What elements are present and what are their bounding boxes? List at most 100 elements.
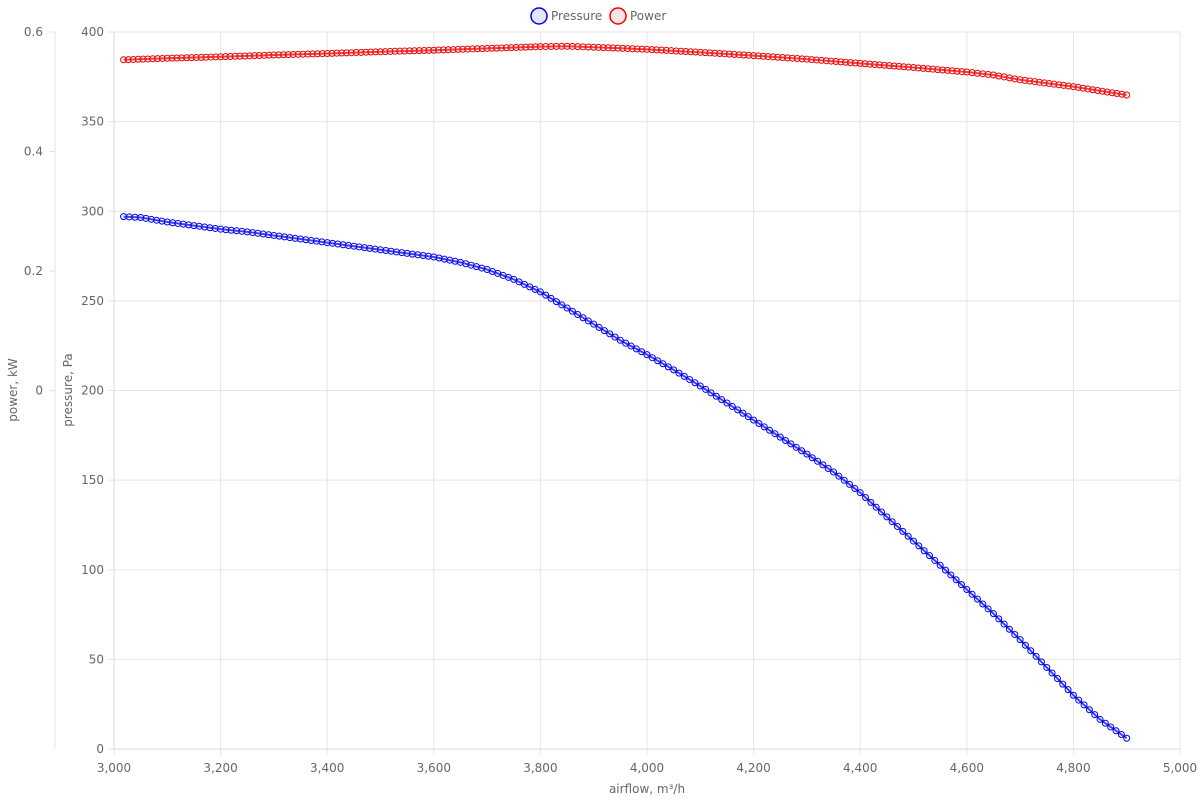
data-point-power (304, 50, 312, 58)
data-point-pressure (435, 254, 443, 262)
data-point-pressure (243, 228, 251, 236)
data-point-power (995, 72, 1003, 80)
data-point-pressure (1069, 691, 1077, 699)
legend-label-power: Power (630, 9, 666, 23)
data-point-pressure (814, 457, 822, 465)
data-point-power (740, 51, 748, 59)
data-point-pressure (947, 571, 955, 579)
data-point-pressure (568, 307, 576, 315)
data-point-pressure (723, 399, 731, 407)
data-point-pressure (899, 527, 907, 535)
data-point-pressure (963, 585, 971, 593)
data-point-power (687, 48, 695, 56)
data-point-power (672, 47, 680, 55)
x-tick-label: 4,200 (736, 761, 770, 775)
data-point-pressure (638, 348, 646, 356)
data-point-pressure (307, 236, 315, 244)
data-point-power (599, 44, 607, 52)
data-point-power (953, 67, 961, 75)
data-point-pressure (766, 426, 774, 434)
data-point-power (328, 49, 336, 57)
data-point-power (420, 46, 428, 54)
data-point-power (876, 61, 884, 69)
data-point-pressure (872, 503, 880, 511)
data-point-power (275, 51, 283, 59)
data-point-power (948, 67, 956, 75)
series-pressure (120, 213, 1131, 742)
data-point-power (386, 47, 394, 55)
x-tick-label: 3,800 (523, 761, 557, 775)
legend-item-power[interactable]: Power (609, 7, 666, 25)
data-point-power (895, 62, 903, 70)
data-point-pressure (606, 330, 614, 338)
data-point-pressure (894, 523, 902, 531)
data-point-power (793, 55, 801, 63)
data-point-power (294, 50, 302, 58)
data-point-pressure (1000, 620, 1008, 628)
legend-label-pressure: Pressure (551, 9, 602, 23)
x-tick-label: 3,000 (97, 761, 131, 775)
x-tick-label: 3,600 (417, 761, 451, 775)
data-point-power (129, 55, 137, 63)
data-point-power (425, 46, 433, 54)
data-point-power (401, 47, 409, 55)
data-point-pressure (702, 385, 710, 393)
data-point-pressure (590, 320, 598, 328)
data-point-pressure (1075, 696, 1083, 704)
data-point-power (939, 66, 947, 74)
data-point-pressure (1048, 669, 1056, 677)
data-point-power (439, 46, 447, 54)
data-point-power (558, 42, 566, 50)
data-point-pressure (190, 222, 198, 230)
data-point-pressure (1123, 734, 1131, 742)
data-point-power (183, 54, 191, 62)
data-point-power (522, 43, 530, 51)
data-point-power (750, 52, 758, 60)
data-point-pressure (664, 363, 672, 371)
data-point-power (653, 46, 661, 54)
data-point-power (435, 46, 443, 54)
data-point-pressure (206, 224, 214, 232)
data-point-pressure (856, 489, 864, 497)
pressure-tick-label: 300 (81, 204, 104, 218)
data-point-pressure (616, 336, 624, 344)
data-point-pressure (137, 214, 145, 222)
data-point-power (934, 66, 942, 74)
data-point-pressure (995, 615, 1003, 623)
data-point-pressure (1053, 675, 1061, 683)
pressure-tick-label: 50 (89, 652, 104, 666)
data-point-pressure (632, 345, 640, 353)
data-point-power (406, 47, 414, 55)
data-point-power (851, 59, 859, 67)
data-point-pressure (622, 339, 630, 347)
data-point-pressure (339, 241, 347, 249)
data-point-pressure (835, 472, 843, 480)
legend-item-pressure[interactable]: Pressure (530, 7, 602, 25)
data-point-pressure (1005, 625, 1013, 633)
data-point-pressure (654, 357, 662, 365)
data-point-power (813, 56, 821, 64)
data-point-power (391, 47, 399, 55)
data-point-power (299, 50, 307, 58)
data-point-power (154, 55, 162, 63)
chart-axes (49, 31, 1180, 750)
data-point-power (856, 59, 864, 67)
legend[interactable]: Pressure Power (530, 7, 666, 25)
data-point-power (890, 62, 898, 70)
data-point-power (372, 48, 380, 56)
data-point-pressure (579, 314, 587, 322)
data-point-pressure (989, 610, 997, 618)
data-point-pressure (547, 294, 555, 302)
data-point-pressure (1016, 636, 1024, 644)
data-point-power (552, 42, 560, 50)
x-axis-ticks: 3,000 3,200 3,400 3,600 3,800 4,000 4,200 4,400… (97, 761, 1197, 775)
pressure-axis-ticks: 0 50 100 150 200 250 300 350 400 (81, 25, 104, 756)
data-point-pressure (158, 217, 166, 225)
data-point-pressure (1064, 686, 1072, 694)
data-point-pressure (542, 291, 550, 299)
data-point-pressure (131, 213, 139, 221)
data-point-power (241, 52, 249, 60)
x-tick-label: 4,800 (1056, 761, 1090, 775)
data-point-pressure (174, 219, 182, 227)
data-point-pressure (744, 413, 752, 421)
